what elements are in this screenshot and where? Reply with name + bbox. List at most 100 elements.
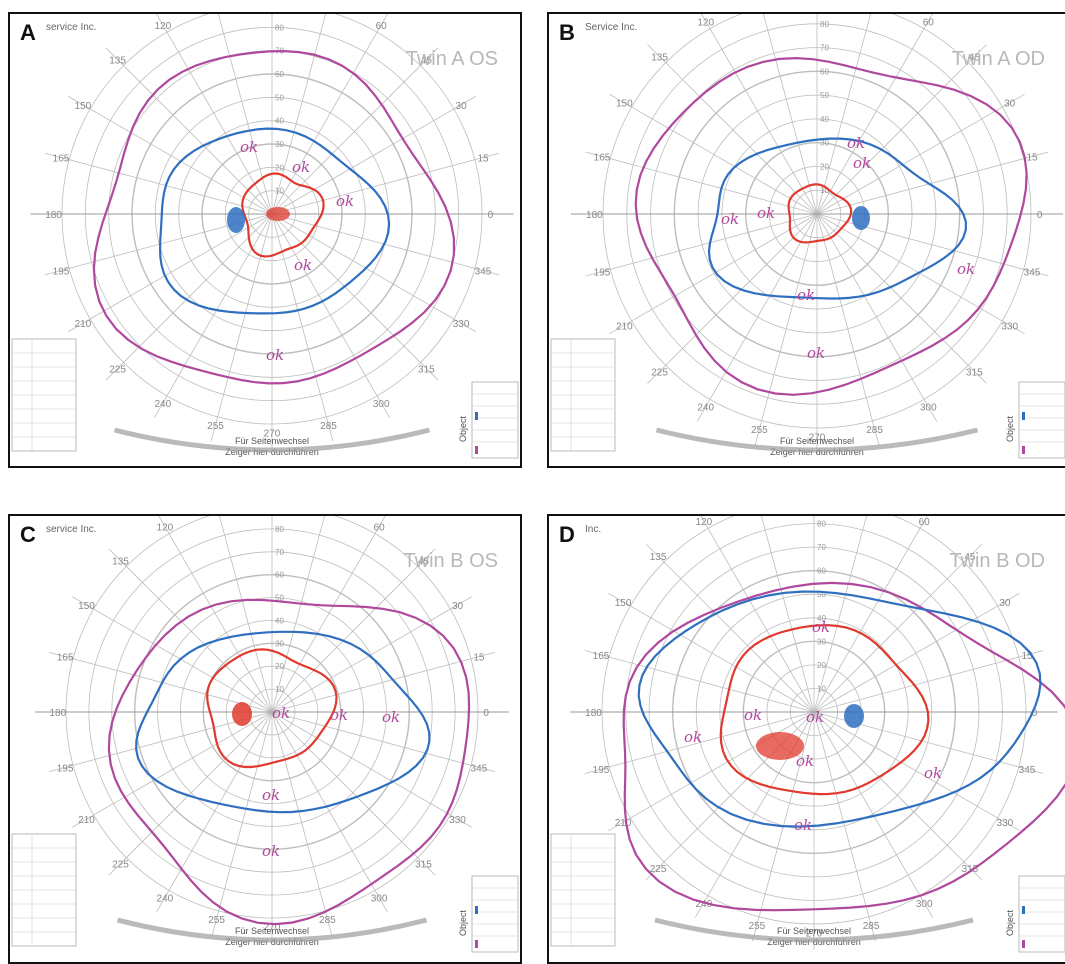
grid-meridian [813,711,983,881]
radial-label: 60 [275,571,284,580]
meridian-label: 30 [999,598,1011,609]
meridian-label: 210 [616,321,633,332]
grid-meridian [108,548,273,713]
grid-meridian [48,651,273,713]
meridian-label: 285 [866,425,883,436]
ok-annotation: ok [794,816,812,834]
grid-meridian [813,650,1044,713]
grid-meridian [696,213,818,422]
object-label: Object [458,415,468,442]
grid-meridian [609,93,818,215]
grid-meridian [763,14,818,215]
radial-label: 60 [820,67,829,76]
panel-letter: D [559,522,575,547]
meridian-label: 315 [418,364,435,375]
meridian-label: 255 [751,425,768,436]
object-mark-blue [1022,412,1025,420]
object-box [1018,875,1065,953]
ok-annotation: ok [806,708,824,726]
meridian-label: 225 [109,364,126,375]
meridian-label: 300 [371,894,388,905]
meridian-label: 225 [651,367,668,378]
ok-annotation: ok [330,706,348,724]
meridian-label: 15 [477,154,489,165]
ok-annotation: ok [807,344,825,362]
meridian-label: 285 [319,915,336,926]
meridian-label: 240 [157,894,174,905]
meridian-label: 45 [969,53,981,64]
panel-a: 9010512013515016518019521022524025527028… [8,12,522,468]
grid-meridian [813,711,1020,832]
meridian-label: 225 [112,860,129,871]
meridian-label: 135 [650,552,667,563]
meridian-label: 60 [919,517,931,528]
panel-title: Twin B OD [949,550,1045,572]
meridian-label: 165 [593,651,610,662]
meridian-label: 315 [966,367,983,378]
ok-annotation: ok [757,204,775,222]
object-mark-purple [475,446,478,454]
grid-meridian [816,213,987,384]
grid-meridian [584,711,815,774]
grid-meridian [645,543,815,713]
grid-meridian [271,651,496,713]
grid-meridian [608,711,815,832]
grid-meridian [154,213,273,418]
meridian-label: 255 [208,915,225,926]
grid-meridian [609,213,818,335]
meridian-label: 270 [264,428,281,439]
meridian-label: 195 [53,267,70,278]
meridian-label: 270 [809,433,826,444]
meridian-label: 180 [49,708,66,719]
grid-meridian [71,711,273,828]
grid-meridian [813,516,928,713]
meridian-label: 165 [53,154,70,165]
meridian-label: 330 [1001,321,1018,332]
object-mark-purple [1022,940,1025,948]
panel-letter: B [559,20,575,45]
grid-meridian [68,213,273,332]
meridian-label: 0 [483,708,489,719]
meridian-label: 165 [594,152,611,163]
ok-annotation: ok [266,346,284,364]
bottom-arrow-arc [116,917,428,943]
grid-meridian [816,44,987,215]
perimetry-chart-c: 9010512013515016518019521022524025527028… [11,516,519,953]
perimetry-chart-b: 9010512013515016518019521022524025527028… [550,14,1065,459]
meridian-label: 135 [651,53,668,64]
meridian-label: 270 [806,929,823,940]
meridian-label: 330 [997,818,1014,829]
meridian-label: 195 [593,765,610,776]
grid-meridian [271,516,386,713]
grid-meridian [271,711,436,876]
radial-label: 50 [275,594,284,603]
meridian-label: 150 [75,101,92,112]
grid-meridian [585,213,818,277]
radial-label: 10 [817,684,826,693]
bottom-arrow-arc [113,427,431,453]
meridian-label: 315 [962,864,979,875]
radial-label: 10 [275,187,284,196]
ok-annotation: ok [262,786,280,804]
grid-meridian [271,47,439,215]
radial-label: 40 [275,616,284,625]
panel-b: 9010512013515016518019521022524025527028… [547,12,1065,468]
grid-meridian [813,516,867,713]
meridian-label: 285 [320,421,337,432]
meridian-label: 330 [453,319,470,330]
panel-title: Twin A OS [405,48,498,70]
meridian-label: 180 [45,210,62,221]
radial-label: 70 [820,44,829,53]
radial-label: 80 [275,525,284,534]
grid-meridian [584,650,815,713]
grid-meridian [68,96,273,215]
meridian-label: 195 [57,763,74,774]
meridian-label: 180 [585,708,602,719]
meridian-label: 30 [456,101,468,112]
meridian-label: 315 [415,860,432,871]
grid-meridian [210,213,273,442]
radial-label: 80 [817,520,826,529]
ok-annotation: ok [272,704,290,722]
meridian-label: 135 [112,557,129,568]
grid-meridian [105,47,273,215]
